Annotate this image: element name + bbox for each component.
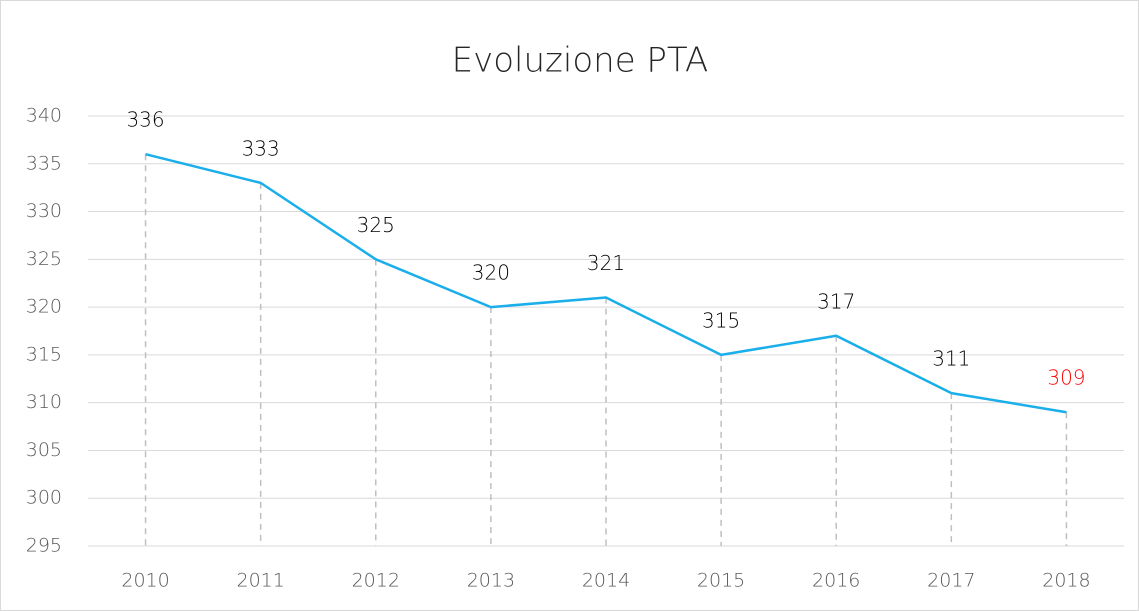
x-tick-label: 2016: [812, 570, 860, 592]
y-tick-label: 315: [26, 343, 62, 365]
chart-title: Evoluzione PTA: [452, 41, 709, 81]
data-label: 309: [1047, 366, 1085, 390]
x-tick-label: 2012: [352, 570, 400, 592]
data-label: 317: [817, 289, 855, 313]
y-tick-label: 330: [26, 200, 62, 222]
x-tick-label: 2010: [121, 570, 169, 592]
y-tick-label: 320: [26, 296, 62, 318]
x-tick-label: 2015: [697, 570, 745, 592]
y-tick-label: 335: [26, 152, 62, 174]
y-tick-label: 340: [26, 105, 62, 127]
data-label: 315: [702, 308, 740, 332]
data-label: 325: [357, 213, 395, 237]
x-tick-label: 2011: [236, 570, 284, 592]
x-tick-label: 2013: [467, 570, 515, 592]
y-tick-label: 300: [26, 487, 62, 509]
data-label: 320: [472, 261, 510, 285]
y-tick-label: 305: [26, 439, 62, 461]
data-label: 321: [587, 251, 625, 275]
y-tick-label: 310: [26, 391, 62, 413]
y-tick-label: 325: [26, 248, 62, 270]
data-line: [145, 153, 1067, 414]
x-tick-label: 2014: [582, 570, 630, 592]
data-label: 333: [242, 136, 280, 160]
x-tick-label: 2018: [1042, 570, 1090, 592]
x-tick-label: 2017: [927, 570, 975, 592]
data-label: 311: [932, 347, 970, 371]
y-tick-label: 295: [26, 535, 62, 557]
data-label: 336: [126, 108, 164, 132]
